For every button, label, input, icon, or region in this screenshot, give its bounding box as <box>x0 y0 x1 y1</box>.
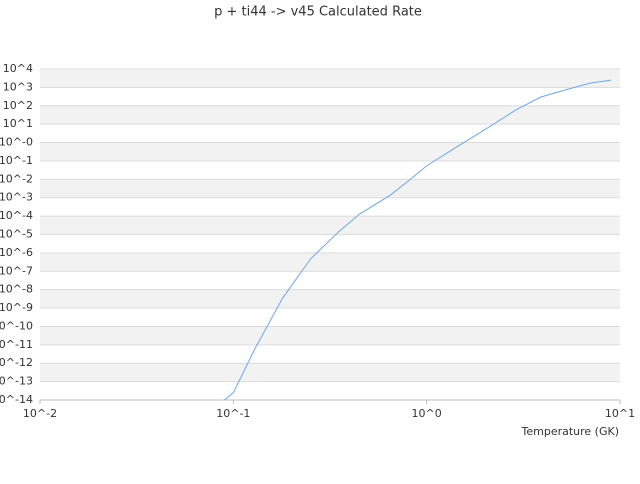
y-tick-label: 10^2 <box>3 99 33 112</box>
y-tick-label: 10^-14 <box>0 393 33 406</box>
y-tick-label: 10^-13 <box>0 375 33 388</box>
grid-band <box>40 142 620 161</box>
grid-band <box>40 326 620 345</box>
x-axis-label: Temperature (GK) <box>521 425 620 438</box>
x-tick-label: 10^-2 <box>23 407 57 420</box>
y-tick-label: 10^-7 <box>0 264 33 277</box>
y-tick-label: 10^-1 <box>0 154 33 167</box>
y-tick-label: 10^-9 <box>0 301 33 314</box>
grid-band <box>40 69 620 88</box>
y-tick-label: 10^-11 <box>0 338 33 351</box>
grid-band <box>40 179 620 198</box>
grid-band <box>40 105 620 125</box>
chart-title: p + ti44 -> v45 Calculated Rate <box>214 5 422 20</box>
x-tick-label: 10^0 <box>412 407 442 420</box>
grid-band <box>40 289 620 309</box>
x-tick-label: 10^1 <box>605 407 635 420</box>
y-tick-label: 10^4 <box>3 62 33 75</box>
y-tick-label: 10^-0 <box>0 136 33 149</box>
grid-band <box>40 363 620 382</box>
y-tick-label: 10^-12 <box>0 356 33 369</box>
y-tick-label: 10^-3 <box>0 191 33 204</box>
y-tick-label: 10^-2 <box>0 172 33 185</box>
y-tick-label: 10^3 <box>3 80 33 93</box>
x-tick-label: 10^-1 <box>216 407 250 420</box>
grid-band <box>40 252 620 272</box>
data-line <box>224 79 612 400</box>
y-tick-label: 10^-8 <box>0 283 33 296</box>
y-tick-label: 10^-4 <box>0 209 33 222</box>
grid-band <box>40 216 620 235</box>
y-tick-label: 10^-10 <box>0 319 33 332</box>
y-tick-label: 10^-5 <box>0 228 33 241</box>
y-tick-label: 10^-6 <box>0 246 33 259</box>
y-tick-label: 10^1 <box>3 117 33 130</box>
